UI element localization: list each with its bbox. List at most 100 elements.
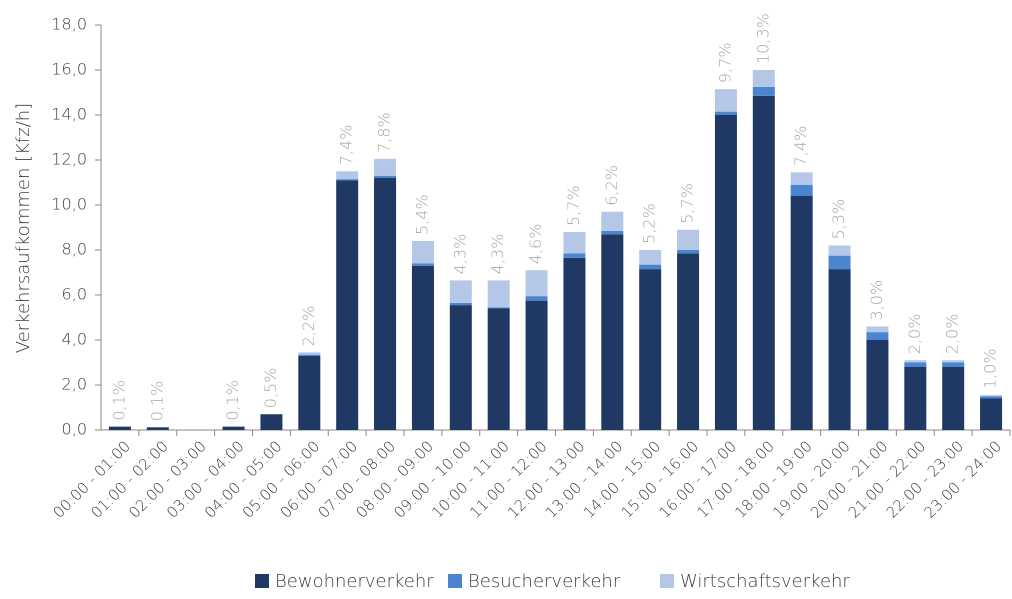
bar-segment xyxy=(752,70,775,87)
bar-segment xyxy=(752,86,775,96)
share-label: 5,2% xyxy=(640,203,659,244)
bar-segment xyxy=(374,178,397,430)
bar-segment xyxy=(222,426,245,430)
bar-segment xyxy=(828,245,851,256)
bar-segment xyxy=(639,269,662,430)
bar-segment xyxy=(790,184,813,196)
bar-segment xyxy=(108,426,131,430)
share-label: 5,7% xyxy=(564,185,583,226)
share-label: 5,7% xyxy=(678,183,697,224)
bar-segment xyxy=(639,264,662,270)
y-tick-label: 2,0 xyxy=(62,375,87,394)
y-tick-label: 12,0 xyxy=(51,150,87,169)
bar-segment xyxy=(904,362,927,367)
share-label: 0,1% xyxy=(147,381,166,422)
bar-segment xyxy=(411,265,434,430)
share-label: 5,3% xyxy=(829,199,848,240)
bar-segment xyxy=(563,257,586,430)
bar-segment xyxy=(601,230,624,235)
bar-segment xyxy=(563,232,586,254)
bar-segment xyxy=(411,263,434,266)
bar-segment xyxy=(336,171,359,180)
bar-segment xyxy=(487,307,510,309)
bar-segment xyxy=(828,269,851,430)
bar-segment xyxy=(714,89,737,112)
y-tick-label: 0,0 xyxy=(62,420,87,439)
share-label: 7,4% xyxy=(337,125,356,166)
legend-label: Bewohnerverkehr xyxy=(275,571,434,592)
bar-segment xyxy=(411,241,434,264)
y-tick-label: 6,0 xyxy=(62,285,87,304)
bar-segment xyxy=(677,229,700,250)
y-tick-label: 18,0 xyxy=(51,15,87,34)
legend-swatch xyxy=(448,574,462,588)
bar-segment xyxy=(525,296,548,301)
y-tick-label: 10,0 xyxy=(51,195,87,214)
bar-segment xyxy=(714,111,737,115)
bar-segment xyxy=(790,196,813,430)
bar-segment xyxy=(942,362,965,367)
bar-segment xyxy=(828,255,851,270)
bar-segment xyxy=(752,95,775,430)
share-label: 4,3% xyxy=(488,234,507,275)
bar-segment xyxy=(260,414,283,430)
bar-segment xyxy=(146,427,169,430)
bar-segment xyxy=(677,250,700,254)
bar-segment xyxy=(714,115,737,430)
bar-segment xyxy=(449,280,472,303)
bar-segment xyxy=(336,180,359,430)
share-label: 0,1% xyxy=(223,380,242,421)
bar-segment xyxy=(336,179,359,181)
share-label: 3,0% xyxy=(867,280,886,321)
bar-segment xyxy=(904,367,927,430)
share-label: 7,8% xyxy=(375,112,394,153)
bar-segment xyxy=(790,172,813,185)
share-label: 0,5% xyxy=(261,368,280,409)
bar-segment xyxy=(639,250,662,265)
bar-segment xyxy=(487,280,510,308)
share-label: 10,3% xyxy=(753,13,772,64)
share-label: 2,2% xyxy=(299,306,318,347)
bar-segment xyxy=(980,398,1003,430)
share-label: 2,0% xyxy=(905,314,924,355)
share-label: 2,0% xyxy=(943,314,962,355)
bar-segment xyxy=(942,367,965,430)
bar-segment xyxy=(677,253,700,430)
legend-swatch xyxy=(660,574,674,588)
bar-segment xyxy=(866,340,889,430)
bar-segment xyxy=(866,332,889,340)
bar-segment xyxy=(563,253,586,258)
bar-segment xyxy=(487,308,510,430)
bar-segment xyxy=(980,395,1003,397)
bar-segment xyxy=(942,360,965,363)
bar-segment xyxy=(298,354,321,356)
bar-segment xyxy=(525,270,548,297)
share-label: 5,4% xyxy=(412,194,431,235)
bar-segment xyxy=(601,211,624,231)
bar-segment xyxy=(866,326,889,333)
share-label: 6,2% xyxy=(602,165,621,206)
share-label: 9,7% xyxy=(715,42,734,83)
bar-segment xyxy=(298,355,321,430)
y-tick-label: 14,0 xyxy=(51,105,87,124)
share-label: 0,1% xyxy=(109,380,128,421)
bar-segment xyxy=(298,352,321,355)
share-label: 7,4% xyxy=(791,126,810,167)
legend-label: Besucherverkehr xyxy=(468,571,621,592)
bar-segment xyxy=(601,234,624,430)
bar-segment xyxy=(374,158,397,176)
bar-segment xyxy=(374,175,397,178)
y-axis-title: Verkehrsaufkommen [Kfz/h] xyxy=(13,103,34,353)
bar-segment xyxy=(980,396,1003,399)
share-label: 1,0% xyxy=(981,348,1000,389)
y-tick-label: 16,0 xyxy=(51,60,87,79)
bar-segment xyxy=(525,300,548,430)
legend-label: Wirtschaftsverkehr xyxy=(680,571,850,592)
bar-segment xyxy=(449,305,472,430)
y-tick-label: 8,0 xyxy=(62,240,87,259)
share-label: 4,3% xyxy=(450,234,469,275)
legend-swatch xyxy=(255,574,269,588)
y-tick-label: 4,0 xyxy=(62,330,87,349)
bar-segment xyxy=(904,360,927,363)
